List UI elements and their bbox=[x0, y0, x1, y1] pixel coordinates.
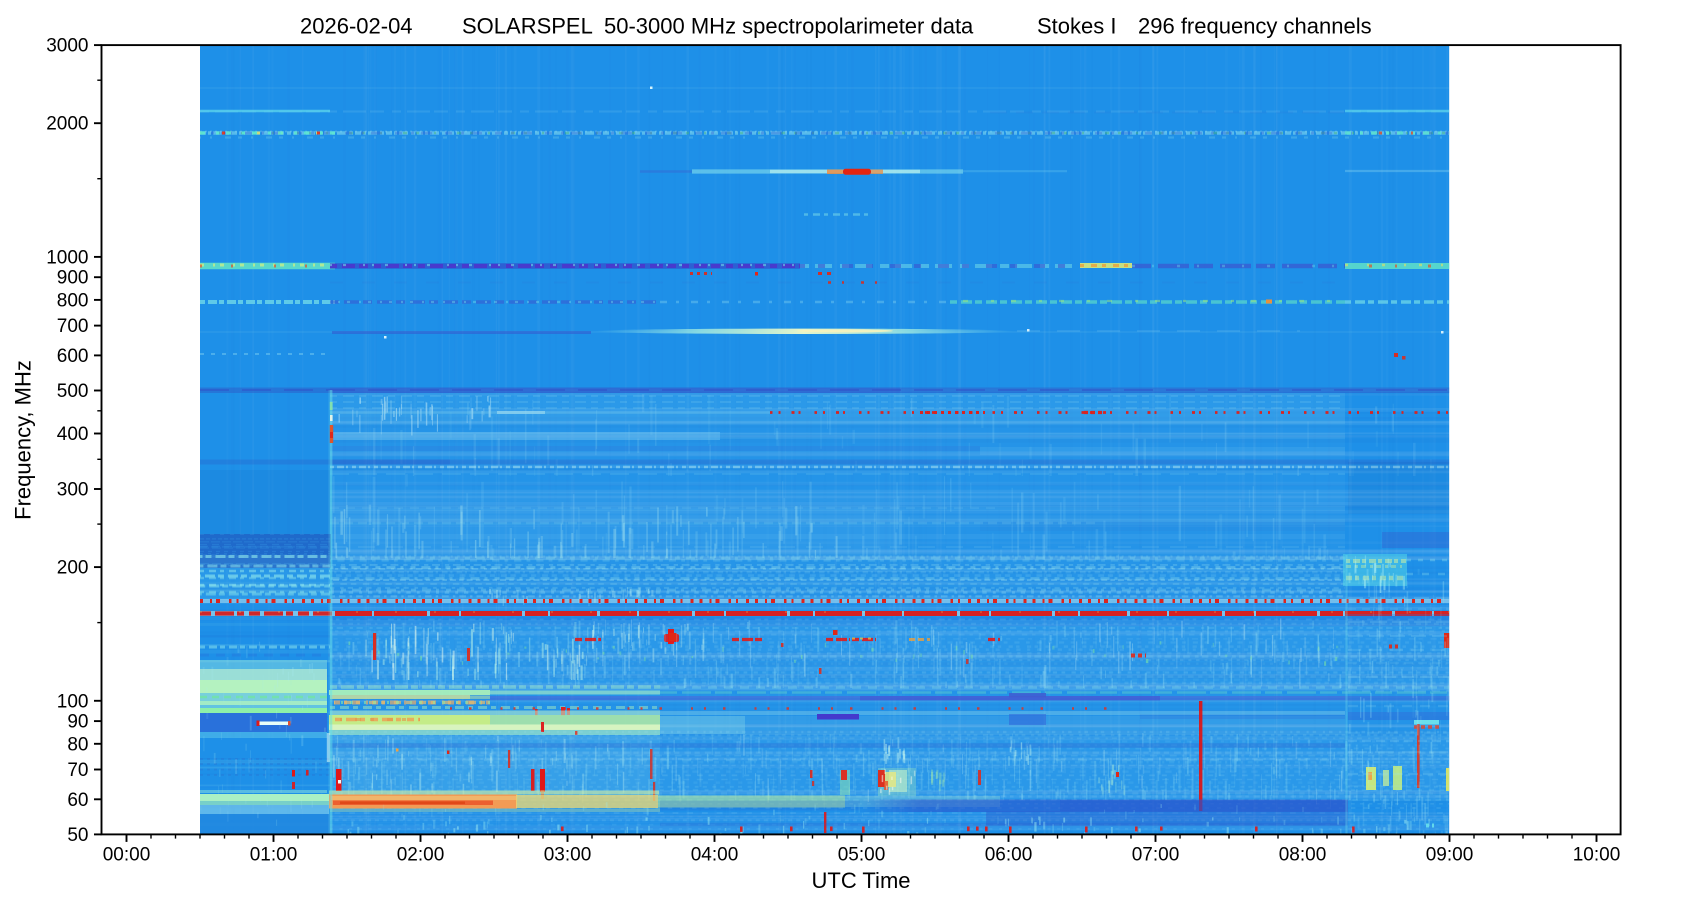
svg-text:04:00: 04:00 bbox=[691, 845, 739, 866]
svg-text:600: 600 bbox=[57, 346, 89, 367]
svg-text:08:00: 08:00 bbox=[1279, 845, 1327, 866]
svg-text:10:00: 10:00 bbox=[1573, 845, 1621, 866]
svg-text:70: 70 bbox=[67, 760, 88, 781]
svg-text:2026-02-04: 2026-02-04 bbox=[300, 14, 413, 39]
svg-text:2000: 2000 bbox=[46, 114, 88, 135]
svg-text:3000: 3000 bbox=[46, 36, 88, 57]
svg-text:800: 800 bbox=[57, 290, 89, 311]
svg-text:1000: 1000 bbox=[46, 247, 88, 268]
svg-text:06:00: 06:00 bbox=[985, 845, 1033, 866]
svg-text:09:00: 09:00 bbox=[1426, 845, 1474, 866]
svg-text:500: 500 bbox=[57, 381, 89, 402]
svg-text:60: 60 bbox=[67, 790, 88, 811]
svg-text:50-3000 MHz spectropolarimeter: 50-3000 MHz spectropolarimeter data bbox=[604, 14, 974, 39]
svg-text:Frequency, MHz: Frequency, MHz bbox=[11, 360, 36, 520]
svg-text:90: 90 bbox=[67, 712, 88, 733]
svg-text:300: 300 bbox=[57, 480, 89, 501]
svg-text:Stokes I: Stokes I bbox=[1037, 14, 1116, 39]
svg-text:296 frequency channels: 296 frequency channels bbox=[1138, 14, 1372, 39]
svg-text:07:00: 07:00 bbox=[1132, 845, 1180, 866]
svg-text:05:00: 05:00 bbox=[838, 845, 886, 866]
svg-text:700: 700 bbox=[57, 316, 89, 337]
svg-text:03:00: 03:00 bbox=[544, 845, 592, 866]
svg-text:100: 100 bbox=[57, 691, 89, 712]
svg-text:UTC Time: UTC Time bbox=[812, 868, 911, 893]
svg-text:400: 400 bbox=[57, 424, 89, 445]
svg-text:900: 900 bbox=[57, 268, 89, 289]
svg-text:01:00: 01:00 bbox=[250, 845, 298, 866]
svg-text:80: 80 bbox=[67, 734, 88, 755]
svg-text:00:00: 00:00 bbox=[103, 845, 151, 866]
svg-text:SOLARSPEL: SOLARSPEL bbox=[462, 14, 593, 39]
svg-text:50: 50 bbox=[67, 825, 88, 846]
svg-text:200: 200 bbox=[57, 558, 89, 579]
svg-text:02:00: 02:00 bbox=[397, 845, 445, 866]
